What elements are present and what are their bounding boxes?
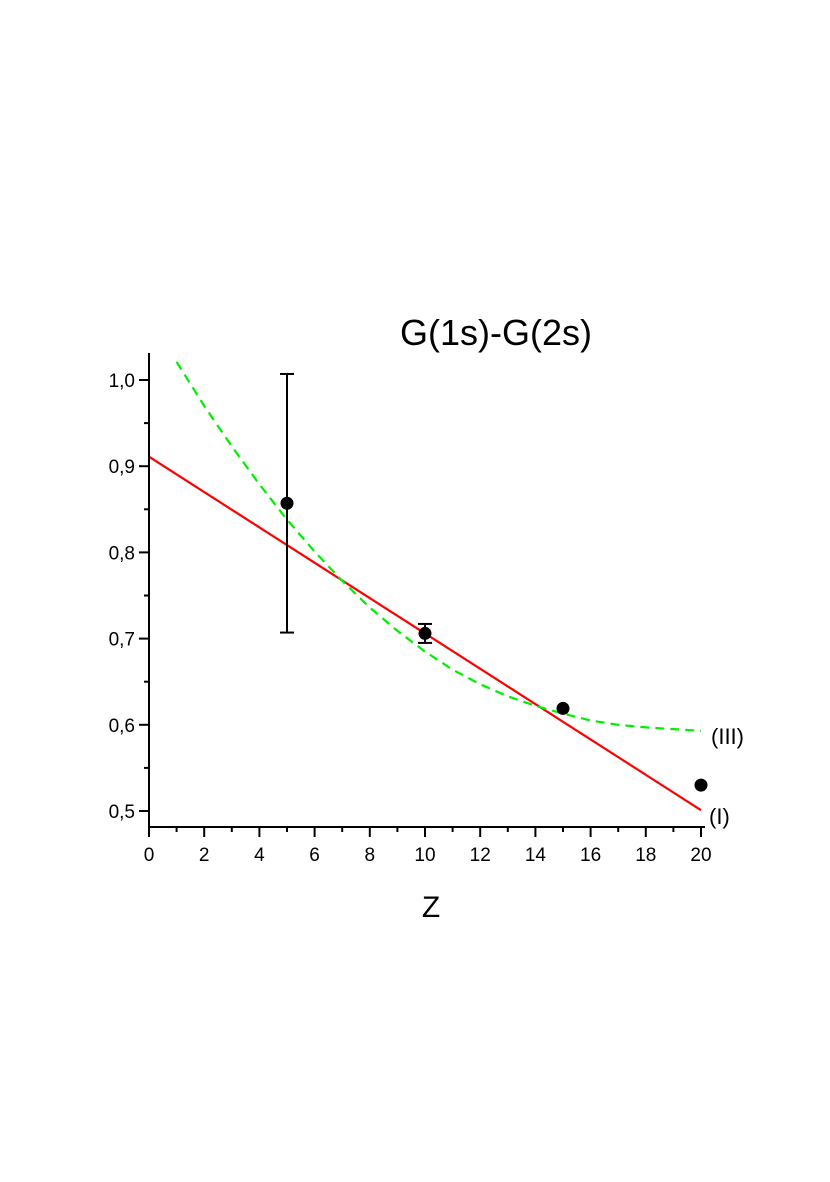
x-tick-label: 4: [254, 845, 265, 866]
series-label-I: (I): [709, 804, 730, 829]
y-tick-label: 0,8: [109, 543, 135, 564]
error-bars: [280, 372, 432, 644]
y-tick-label: 0,5: [109, 802, 135, 823]
y-tick-label: 1,0: [109, 371, 135, 392]
x-tick-label: 18: [635, 845, 656, 866]
x-axis-label: Z: [422, 891, 440, 924]
data-point: [418, 626, 432, 640]
data-point: [280, 496, 294, 510]
data-points: [280, 496, 708, 792]
x-tick-label: 6: [309, 845, 320, 866]
series-line-III: [175, 361, 702, 732]
series-label-III: (III): [711, 724, 744, 749]
data-point: [556, 701, 570, 715]
y-tick-label: 0,9: [109, 457, 135, 478]
chart-title: G(1s)-G(2s): [400, 312, 592, 353]
x-tick-label: 12: [470, 845, 491, 866]
x-tick-label: 0: [144, 845, 155, 866]
plot-lines: [148, 361, 702, 812]
x-tick-label: 8: [365, 845, 376, 866]
x-tick-label: 20: [690, 845, 711, 866]
x-tick-label: 2: [199, 845, 210, 866]
y-tick-label: 0,6: [109, 716, 135, 737]
x-tick-label: 16: [580, 845, 601, 866]
x-tick-label: 14: [525, 845, 547, 866]
data-point: [694, 778, 708, 792]
x-tick-label: 10: [414, 845, 435, 866]
axes: 0 2 4 6 8 10 12 14 16 18 20 0,5 0,6 0,7 0,8 0,9 1,0: [109, 353, 712, 866]
y-tick-label: 0,7: [109, 630, 135, 651]
